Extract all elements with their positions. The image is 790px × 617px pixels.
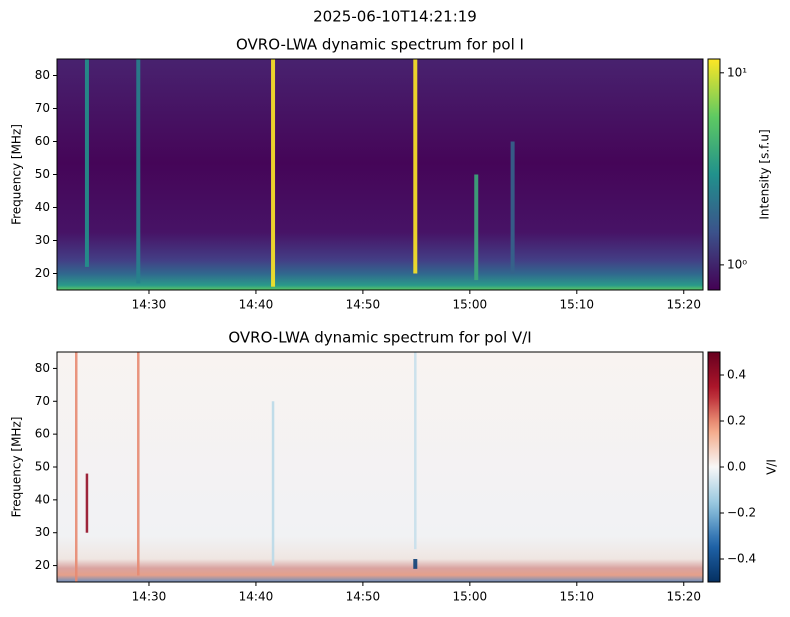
- colorbar-tick-label: 10¹: [727, 65, 747, 79]
- burst: [84, 59, 89, 267]
- y-tick-label: 80: [35, 361, 50, 375]
- colorbar-tick-label: −0.2: [727, 506, 756, 520]
- x-tick-label: 15:00: [453, 590, 488, 604]
- x-tick-label: 14:30: [132, 298, 167, 312]
- burst: [136, 59, 141, 284]
- y-tick-label: 60: [35, 427, 50, 441]
- colorbar: [707, 351, 721, 583]
- y-tick-label: 70: [35, 101, 50, 115]
- burst: [474, 174, 479, 281]
- colorbar-tick-label: 0.2: [727, 414, 746, 428]
- y-tick-label: 80: [35, 68, 50, 82]
- burst: [413, 59, 418, 274]
- y-tick-label: 40: [35, 200, 50, 214]
- x-tick-label: 14:50: [346, 590, 381, 604]
- y-tick-label: 60: [35, 134, 50, 148]
- panel-title: OVRO-LWA dynamic spectrum for pol I: [236, 36, 524, 54]
- y-tick-label: 40: [35, 492, 50, 506]
- colorbar-tick-label: −0.4: [727, 552, 756, 566]
- panel-title: OVRO-LWA dynamic spectrum for pol V/I: [228, 329, 531, 347]
- burst: [271, 59, 276, 287]
- y-tick-label: 70: [35, 394, 50, 408]
- x-tick-label: 15:00: [453, 298, 488, 312]
- burst: [75, 352, 78, 582]
- x-tick-label: 15:20: [666, 298, 701, 312]
- y-axis-label: Frequency [MHz]: [10, 124, 24, 225]
- colorbar-tick-label: 0.4: [727, 368, 746, 382]
- figure-title: 2025-06-10T14:21:19: [313, 8, 477, 26]
- y-tick-label: 50: [35, 167, 50, 181]
- y-tick-label: 30: [35, 233, 50, 247]
- y-axis-label: Frequency [MHz]: [10, 417, 24, 518]
- y-tick-label: 20: [35, 266, 50, 280]
- x-tick-label: 15:10: [559, 298, 594, 312]
- burst: [413, 559, 418, 569]
- colorbar-tick-label: 10⁰: [727, 257, 747, 271]
- burst: [414, 352, 417, 550]
- colorbar: [707, 58, 721, 291]
- burst: [85, 473, 89, 533]
- y-tick-label: 20: [35, 558, 50, 572]
- burst: [137, 352, 140, 576]
- x-tick-label: 15:10: [559, 590, 594, 604]
- y-tick-label: 30: [35, 525, 50, 539]
- x-tick-label: 15:20: [666, 590, 701, 604]
- colorbar-label: Intensity [s.f.u]: [758, 129, 772, 219]
- spectrum-background: [57, 352, 703, 582]
- y-tick-label: 50: [35, 460, 50, 474]
- x-tick-label: 14:40: [239, 298, 274, 312]
- colorbar-label: V/I: [765, 459, 779, 475]
- x-tick-label: 14:40: [239, 590, 274, 604]
- spectrum-background: [57, 59, 703, 290]
- burst: [510, 141, 515, 274]
- burst: [271, 401, 275, 566]
- x-tick-label: 14:50: [346, 298, 381, 312]
- colorbar-tick-label: 0.0: [727, 460, 746, 474]
- x-tick-label: 14:30: [132, 590, 167, 604]
